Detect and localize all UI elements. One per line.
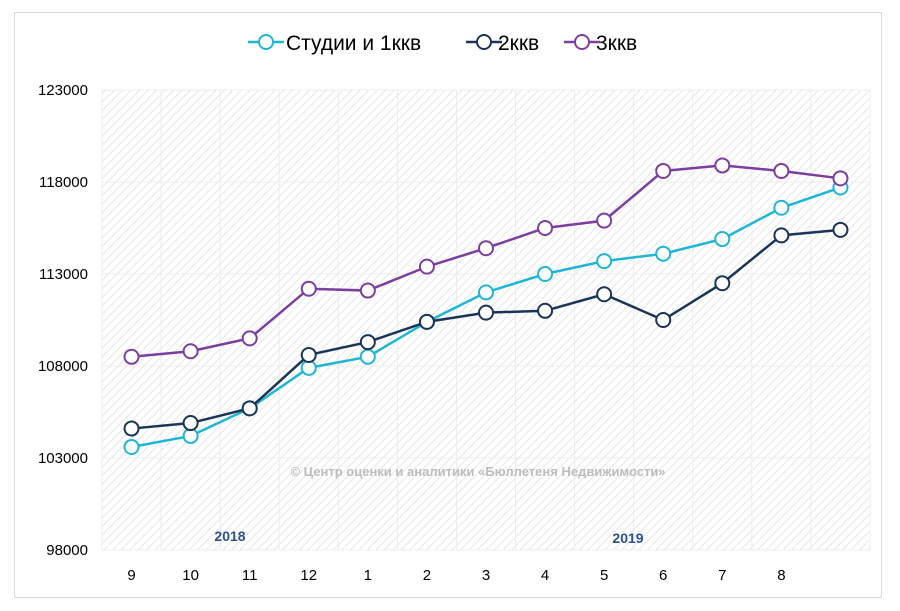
data-point <box>418 258 435 275</box>
data-point <box>773 162 790 179</box>
horizontal-gridlines <box>102 89 870 551</box>
data-point <box>478 304 494 321</box>
data-point <box>537 220 554 236</box>
x-tick-label: 10 <box>182 567 199 584</box>
data-point <box>537 302 554 319</box>
data-point <box>596 212 613 229</box>
data-point <box>478 284 494 301</box>
x-tick-label: 7 <box>718 567 726 584</box>
data-point <box>773 199 790 216</box>
series-2 <box>123 221 849 437</box>
data-point <box>714 231 731 248</box>
data-point <box>359 282 376 299</box>
data-point <box>359 348 376 365</box>
legend-label: 2ккв <box>498 32 539 55</box>
x-tick-label: 12 <box>300 567 317 584</box>
legend-marker <box>574 34 590 50</box>
data-point <box>832 170 849 187</box>
data-point <box>773 227 790 244</box>
y-axis-ticks: 123000 118000 113000 108000 103000 98000 <box>38 82 88 559</box>
y-tick-label: 98000 <box>46 542 88 559</box>
x-tick-label: 3 <box>482 567 490 584</box>
x-tick-label: 6 <box>659 567 667 584</box>
data-point <box>655 245 672 262</box>
legend-marker <box>476 34 492 50</box>
data-point <box>418 313 435 330</box>
x-tick-label: 2 <box>423 567 431 584</box>
data-point <box>537 266 554 282</box>
vertical-gridlines <box>101 90 871 550</box>
legend-item: Студии и 1ккв <box>248 32 421 55</box>
data-point <box>241 400 258 417</box>
data-point <box>714 157 731 174</box>
legend-marker <box>258 34 274 50</box>
legend-label: Студии и 1ккв <box>286 32 421 55</box>
year-label-2018: 2018 <box>214 528 245 544</box>
x-tick-label: 5 <box>600 567 608 584</box>
data-point <box>182 415 199 432</box>
data-point <box>832 221 849 238</box>
data-point <box>596 253 613 270</box>
data-point <box>300 280 317 297</box>
x-tick-label: 11 <box>242 567 258 584</box>
y-tick-label: 123000 <box>38 82 88 99</box>
data-point <box>655 312 672 328</box>
legend-label: 3ккв <box>596 32 637 55</box>
legend: Студии и 1ккв 2ккв 3ккв <box>248 32 637 55</box>
x-tick-label: 4 <box>541 567 549 584</box>
data-point <box>123 348 140 365</box>
series-group <box>123 157 849 455</box>
data-point <box>478 240 494 257</box>
data-point <box>300 346 317 363</box>
x-tick-label: 1 <box>364 567 372 584</box>
data-point <box>655 162 672 179</box>
data-point <box>182 343 199 360</box>
watermark: © Центр оценки и аналитики «Бюллетеня Не… <box>290 464 665 479</box>
data-point <box>359 334 376 351</box>
x-axis-ticks: 9 10 11 12 1 2 3 4 5 6 7 8 <box>127 567 785 584</box>
data-point <box>714 275 731 292</box>
y-tick-label: 103000 <box>38 450 88 467</box>
series-3 <box>123 157 849 365</box>
data-point <box>241 330 258 347</box>
legend-item: 2ккв <box>466 32 539 55</box>
legend-item: 3ккв <box>564 32 637 55</box>
data-point <box>123 438 140 455</box>
y-tick-label: 108000 <box>38 358 88 375</box>
x-tick-label: 8 <box>777 567 785 584</box>
y-tick-label: 118000 <box>39 174 88 191</box>
data-point <box>123 420 140 437</box>
data-point <box>596 286 613 303</box>
x-tick-label: 9 <box>127 567 135 584</box>
year-label-2019: 2019 <box>612 530 643 546</box>
y-tick-label: 113000 <box>39 266 88 283</box>
